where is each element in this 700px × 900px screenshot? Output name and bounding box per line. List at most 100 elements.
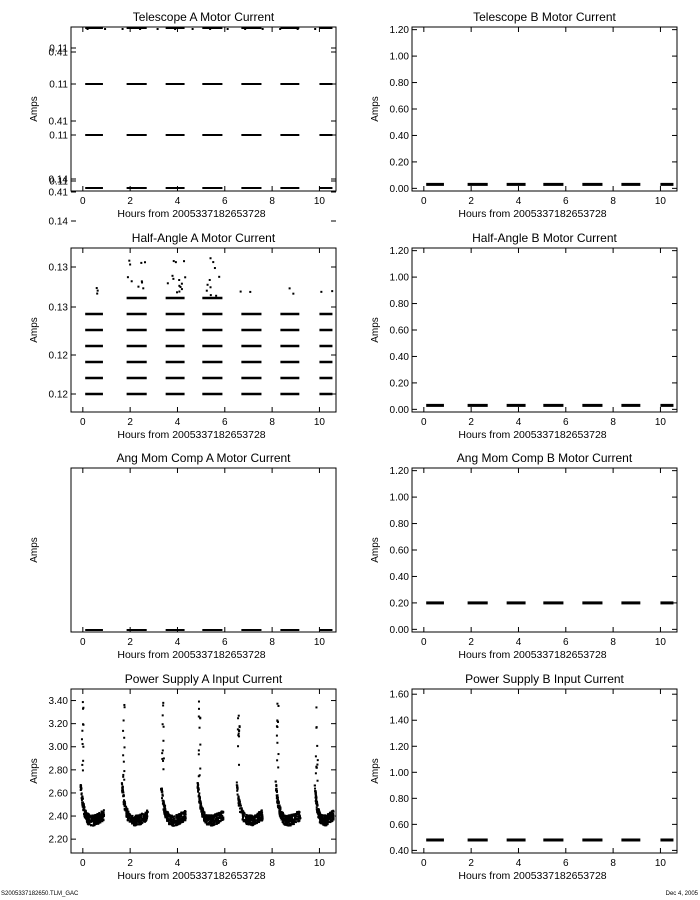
data-segment: [126, 360, 147, 364]
data-point: [256, 813, 259, 816]
data-point: [137, 285, 140, 288]
data-segment: [165, 83, 185, 85]
data-series: [85, 28, 333, 189]
data-point: [206, 815, 209, 818]
data-segment: [85, 629, 103, 631]
data-point: [95, 813, 98, 816]
data-point: [221, 811, 224, 814]
data-segment: [506, 838, 526, 842]
data-point: [82, 803, 85, 806]
data-point: [330, 810, 333, 813]
data-point: [315, 706, 318, 709]
data-point: [237, 795, 240, 798]
data-segment: [241, 312, 262, 316]
data-point: [296, 815, 299, 818]
data-point: [276, 800, 279, 803]
data-point: [100, 812, 103, 815]
data-point: [286, 824, 289, 827]
data-segment: [319, 27, 333, 29]
data-point: [319, 812, 322, 815]
data-point: [125, 811, 128, 814]
y-tick-label: 0.60: [390, 546, 410, 557]
data-point: [164, 810, 167, 813]
data-point: [326, 823, 329, 826]
data-segment: [621, 838, 641, 842]
x-tick-label: 10: [314, 417, 326, 428]
data-point: [85, 816, 88, 819]
data-point: [210, 818, 213, 821]
data-point: [277, 807, 280, 810]
data-point: [122, 775, 125, 778]
data-point: [122, 760, 125, 763]
data-point: [285, 820, 288, 823]
x-tick-label: 8: [269, 858, 275, 869]
data-point: [168, 818, 171, 821]
data-point: [196, 784, 199, 787]
data-point: [205, 289, 208, 292]
data-point: [221, 819, 224, 822]
data-point: [102, 814, 105, 817]
data-point: [88, 823, 91, 826]
data-point: [212, 822, 215, 825]
data-point: [97, 822, 100, 825]
data-point: [211, 824, 214, 827]
data-point: [139, 813, 142, 816]
data-point: [316, 759, 319, 762]
data-point: [93, 824, 96, 827]
data-point: [96, 289, 99, 292]
data-point: [242, 811, 245, 814]
data-series: [426, 601, 674, 605]
data-point: [275, 789, 278, 792]
data-point: [199, 807, 202, 810]
data-point: [88, 819, 91, 822]
x-tick-label: 4: [175, 417, 181, 428]
data-point: [321, 822, 324, 825]
y-tick-label: 0.11: [49, 44, 68, 55]
data-point: [123, 804, 126, 807]
data-point: [197, 715, 200, 718]
data-segment: [165, 27, 185, 29]
data-segment: [126, 629, 147, 631]
data-point: [175, 821, 178, 824]
data-point: [87, 817, 90, 820]
data-point: [200, 808, 203, 811]
data-point: [275, 787, 278, 790]
x-tick-label: 0: [421, 637, 427, 648]
data-point: [126, 276, 129, 279]
data-point: [260, 810, 263, 813]
data-point: [242, 818, 245, 821]
y-tick-label: 0.41: [49, 117, 69, 128]
data-point: [288, 822, 291, 825]
data-point: [255, 814, 258, 817]
data-segment: [126, 376, 147, 380]
data-point: [146, 809, 149, 812]
data-series: [426, 838, 674, 842]
data-point: [280, 818, 283, 821]
data-segment: [467, 601, 488, 605]
data-point: [102, 818, 105, 821]
data-point: [217, 812, 220, 815]
data-point: [244, 819, 247, 822]
y-tick-label: 0.60: [390, 105, 410, 116]
data-point: [226, 28, 229, 30]
data-point: [276, 702, 279, 705]
data-point: [285, 814, 288, 817]
data-point: [141, 281, 144, 284]
data-point: [208, 278, 211, 281]
y-tick-label: 3.00: [49, 742, 69, 753]
data-point: [323, 823, 326, 826]
data-segment: [241, 27, 262, 29]
data-point: [167, 820, 170, 823]
data-point: [94, 819, 97, 822]
data-segment: [319, 134, 333, 136]
x-tick-label: 8: [269, 417, 275, 428]
data-segment: [543, 838, 564, 842]
data-point: [121, 788, 124, 791]
data-point: [298, 811, 301, 814]
data-point: [132, 823, 135, 826]
y-tick-label: 0.11: [49, 80, 68, 91]
data-point: [83, 808, 86, 811]
data-point: [173, 815, 176, 818]
y-tick-label: 0.41: [49, 48, 69, 59]
data-point: [245, 820, 248, 823]
